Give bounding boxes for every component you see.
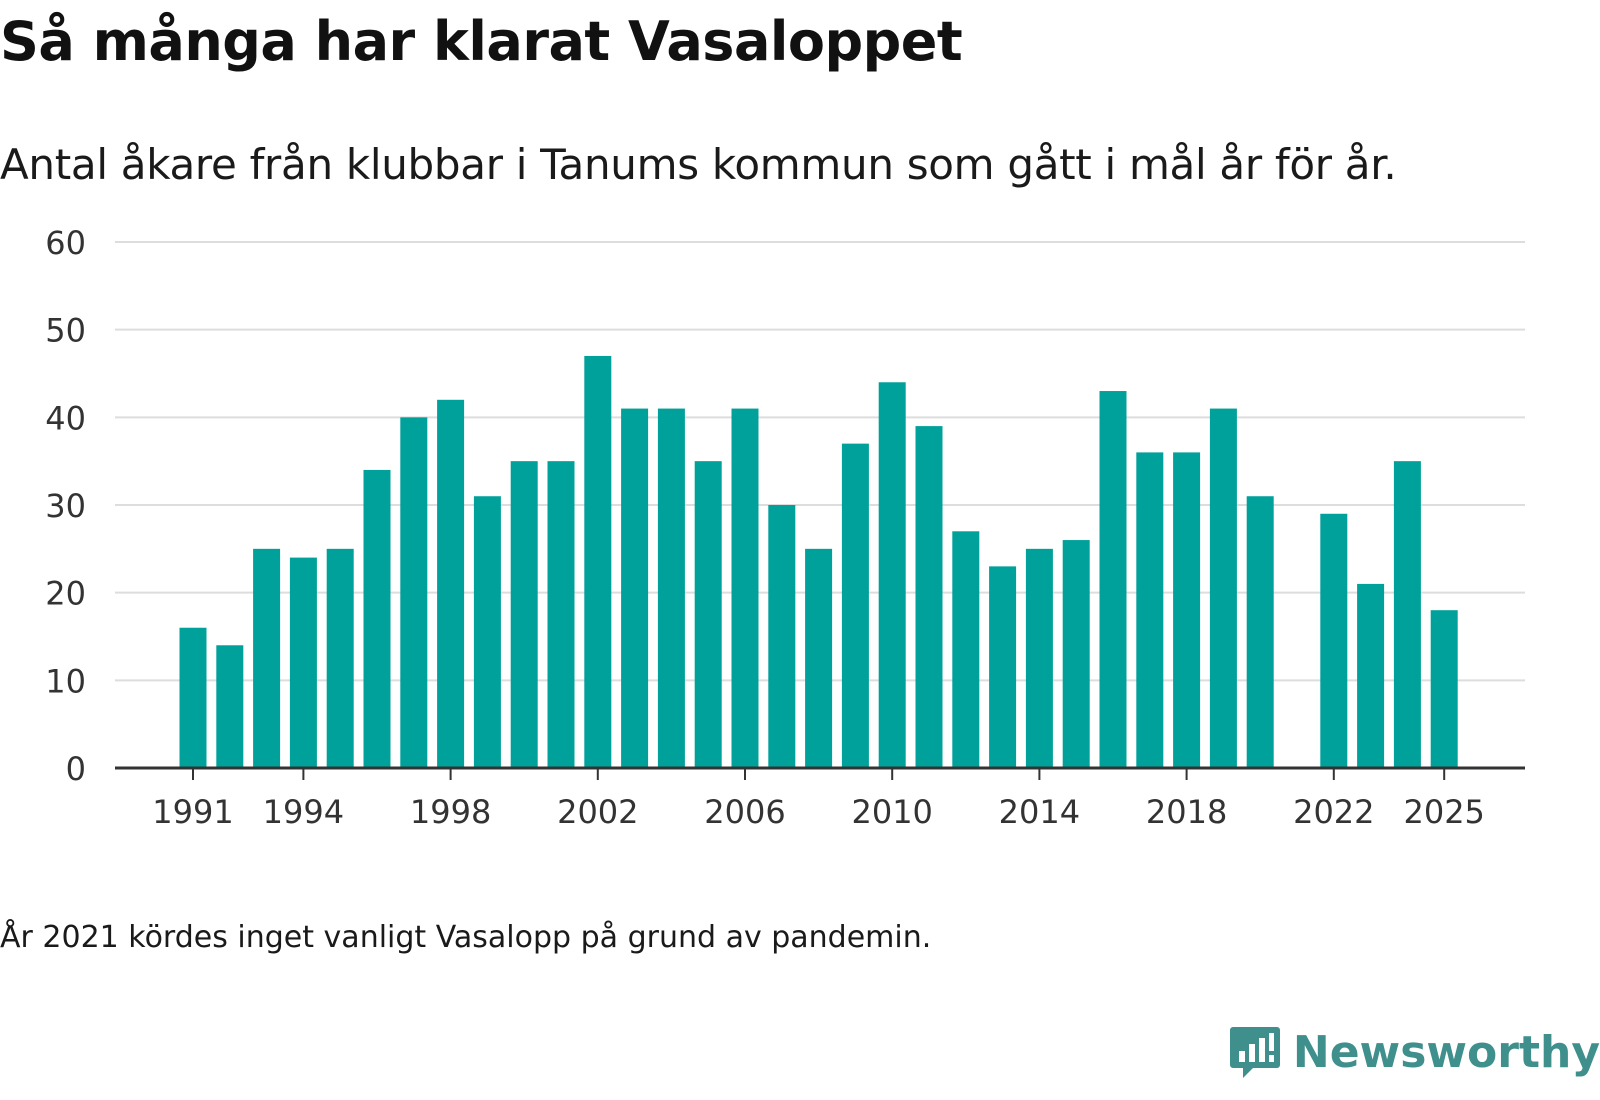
chart-subtitle: Antal åkare från klubbar i Tanums kommun…: [0, 140, 1397, 189]
x-tick-label-2018: 2018: [1146, 793, 1227, 831]
bar-2009: [841, 443, 869, 768]
brand-name: Newsworthy: [1292, 1026, 1600, 1078]
bar-2000: [510, 461, 538, 768]
bar-1997: [400, 417, 428, 768]
x-tick-label-2006: 2006: [704, 793, 785, 831]
bar-2018: [1173, 452, 1201, 768]
bars: [179, 355, 1458, 768]
bar-1995: [326, 548, 354, 768]
bar-2017: [1136, 452, 1164, 768]
bar-1996: [363, 469, 391, 768]
bar-2012: [952, 531, 980, 768]
y-tick-label-0: 0: [66, 750, 86, 788]
bar-1992: [216, 645, 244, 768]
tick-labels: 0 10 20 30 40 50 60 1991 1994 1998 2002 2006 2010 201…: [45, 224, 1485, 831]
bar-2013: [989, 566, 1017, 768]
bar-1998: [437, 399, 465, 768]
footnote: År 2021 kördes inget vanligt Vasalopp på…: [0, 920, 932, 955]
bar-2006: [731, 408, 759, 768]
y-tick-label-60: 60: [45, 224, 86, 262]
x-tick-label-2002: 2002: [557, 793, 638, 831]
bar-1991: [179, 627, 207, 768]
chart-title: Så många har klarat Vasaloppet: [0, 10, 963, 73]
x-tick-label-1994: 1994: [263, 793, 344, 831]
bar-2011: [915, 426, 943, 768]
x-tick-label-1991: 1991: [152, 793, 233, 831]
y-tick-label-20: 20: [45, 575, 86, 613]
y-tick-label-10: 10: [45, 662, 86, 700]
bar-1999: [473, 496, 501, 768]
bar-1993: [253, 548, 281, 768]
bar-2002: [584, 355, 612, 768]
bar-2023: [1357, 583, 1385, 768]
bar-2003: [621, 408, 649, 768]
bar-2005: [694, 461, 722, 768]
bar-2015: [1062, 540, 1090, 768]
bar-2008: [805, 548, 833, 768]
bar-2025: [1430, 610, 1458, 768]
y-tick-label-30: 30: [45, 487, 86, 525]
y-tick-label-40: 40: [45, 399, 86, 437]
bar-2024: [1393, 461, 1421, 768]
x-tick-label-2025: 2025: [1403, 793, 1484, 831]
bar-2019: [1209, 408, 1237, 768]
x-axis: [115, 766, 1525, 780]
bar-2016: [1099, 391, 1127, 768]
bar-chart: 0 10 20 30 40 50 60 1991 1994 1998 2002 2006 2010 201…: [45, 224, 1525, 831]
x-tick-label-2014: 2014: [999, 793, 1080, 831]
bar-2001: [547, 461, 575, 768]
x-tick-label-2010: 2010: [851, 793, 932, 831]
bar-2007: [768, 505, 796, 768]
bar-2020: [1246, 496, 1274, 768]
y-tick-label-50: 50: [45, 312, 86, 350]
x-tick-label-1998: 1998: [410, 793, 491, 831]
newsworthy-logo-icon: [1229, 1027, 1280, 1078]
bar-2010: [878, 382, 906, 768]
bar-2004: [657, 408, 685, 768]
bar-2022: [1320, 513, 1348, 768]
bar-2014: [1025, 548, 1053, 768]
brand-logo: Newsworthy: [1229, 1025, 1600, 1079]
bar-1994: [289, 557, 317, 768]
x-tick-label-2022: 2022: [1293, 793, 1374, 831]
